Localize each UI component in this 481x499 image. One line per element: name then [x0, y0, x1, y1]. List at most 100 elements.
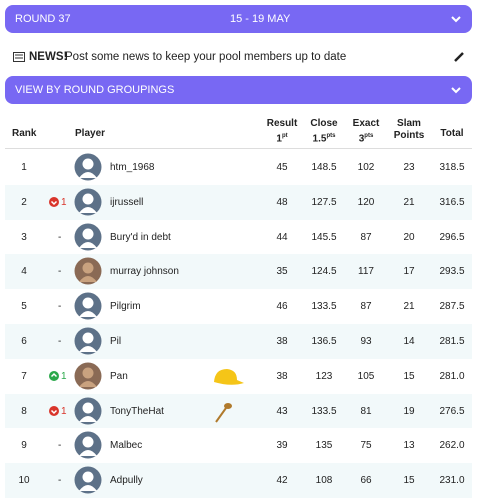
total-value: 296.5 — [439, 231, 465, 243]
total-value: 262.0 — [439, 440, 465, 452]
close-value: 124.5 — [311, 266, 337, 278]
rank: 5 — [21, 301, 27, 313]
player-name[interactable]: ijrussell — [110, 196, 144, 208]
total-value: 231.0 — [439, 475, 465, 487]
header-rule — [5, 148, 472, 149]
col-total: Total — [440, 128, 464, 139]
result-value: 43 — [276, 405, 288, 417]
exact-value: 87 — [360, 231, 372, 243]
player-name[interactable]: murray johnson — [110, 266, 179, 278]
result-value: 42 — [276, 475, 288, 487]
movement: - — [58, 336, 62, 347]
table-row[interactable]: 7 1 Pan 38 123 105 15 281.0 — [5, 358, 472, 394]
col-rank: Rank — [12, 128, 37, 139]
groupings-bar[interactable]: VIEW BY ROUND GROUPINGS — [5, 76, 472, 104]
table-row[interactable]: 1 htm_1968 45 148.5 102 23 318.5 — [5, 150, 472, 185]
player-name[interactable]: Pilgrim — [110, 301, 141, 313]
slam-value: 14 — [403, 336, 415, 347]
total-value: 287.5 — [439, 301, 465, 313]
rank: 8 — [21, 405, 27, 417]
table-row[interactable]: 2 1 ijrussell 48 127.5 120 21 316.5 — [5, 184, 472, 220]
exact-value: 87 — [360, 301, 372, 313]
avatar — [74, 223, 102, 251]
edit-icon[interactable] — [454, 52, 464, 62]
round-bar[interactable]: ROUND 37 15 - 19 MAY — [5, 5, 472, 33]
news-line: NEWS! Post some news to keep your pool m… — [5, 47, 472, 67]
rank: 2 — [21, 196, 27, 208]
col-base: Points — [393, 130, 425, 141]
close-value: 127.5 — [311, 196, 337, 208]
movement: - — [58, 301, 62, 313]
exact-value: 105 — [357, 370, 375, 382]
slam-value: 19 — [403, 405, 415, 417]
player-name[interactable]: Pil — [110, 336, 122, 347]
rank: 9 — [21, 440, 27, 452]
rank: 7 — [21, 370, 27, 382]
rank: 6 — [21, 336, 27, 347]
slam-value: 15 — [403, 475, 415, 487]
avatar — [74, 257, 102, 285]
col-sup: pts — [326, 133, 336, 139]
col-text: Exact — [352, 118, 380, 129]
table-row[interactable]: 5 - Pilgrim 46 133.5 87 21 287.5 — [5, 289, 472, 325]
movement-icon — [49, 196, 59, 207]
player-name[interactable]: Adpully — [110, 475, 143, 487]
news-icon — [13, 52, 25, 62]
rank: 4 — [21, 266, 27, 278]
exact-value: 120 — [357, 196, 375, 208]
movement: - — [58, 440, 62, 452]
avatar — [74, 292, 102, 320]
exact-value: 117 — [358, 266, 374, 278]
avatar — [74, 188, 102, 216]
movement: - — [58, 266, 62, 278]
result-value: 39 — [276, 440, 288, 452]
col-text: Close — [310, 118, 338, 129]
close-value: 136.5 — [311, 336, 337, 347]
table-row[interactable]: 8 1 TonyTheHat 43 133.5 81 19 276.5 — [5, 393, 472, 429]
player-name[interactable]: Malbec — [110, 440, 143, 452]
total-value: 281.0 — [439, 370, 465, 382]
result-value: 45 — [276, 162, 288, 173]
table-row[interactable]: 3 - Bury'd in debt 44 145.5 87 20 296.5 — [5, 219, 472, 255]
result-value: 44 — [276, 231, 288, 243]
table-row[interactable]: 6 - Pil 38 136.5 93 14 281.5 — [5, 324, 472, 359]
movement-icon — [49, 405, 59, 416]
table-row[interactable]: 10 - Adpully 42 108 66 15 231.0 — [5, 463, 472, 499]
movement: 1 — [61, 370, 67, 382]
close-value: 148.5 — [311, 162, 337, 173]
avatar — [74, 431, 102, 459]
movement: 1 — [61, 196, 67, 208]
round-dates: 15 - 19 MAY — [230, 13, 291, 25]
col-base: 1.5 — [312, 133, 327, 145]
close-value: 145.5 — [311, 231, 337, 243]
chevron — [451, 16, 461, 23]
player-name[interactable]: htm_1968 — [110, 162, 155, 173]
result-value: 46 — [276, 301, 288, 313]
col-slam: Slam Points — [389, 118, 429, 142]
table-row[interactable]: 9 - Malbec 39 135 75 13 262.0 — [5, 428, 472, 464]
close-value: 123 — [315, 370, 333, 382]
cap-icon — [214, 368, 244, 385]
avatar — [74, 466, 102, 494]
exact-value: 81 — [360, 405, 372, 417]
movement-icon — [49, 370, 59, 381]
rank: 1 — [21, 162, 27, 173]
player-name[interactable]: Pan — [110, 370, 128, 382]
player-name[interactable]: TonyTheHat — [110, 405, 164, 417]
news-label: NEWS! — [29, 51, 68, 63]
col-base: 1 — [276, 133, 282, 145]
rank: 10 — [18, 475, 30, 487]
player-name[interactable]: Bury'd in debt — [110, 231, 171, 243]
col-sup: pt — [281, 133, 288, 139]
exact-value: 102 — [357, 162, 375, 173]
col-text: Slam — [397, 118, 421, 129]
result-value: 38 — [276, 370, 288, 382]
rank: 3 — [21, 231, 27, 243]
table-row[interactable]: 4 - murray johnson 35 124.5 117 17 293.5 — [5, 254, 472, 290]
close-value: 133.5 — [311, 405, 337, 417]
col-close: Close 1.5pts — [304, 118, 344, 145]
total-value: 318.5 — [439, 162, 465, 173]
slam-value: 21 — [403, 196, 415, 208]
chevron — [451, 87, 461, 94]
